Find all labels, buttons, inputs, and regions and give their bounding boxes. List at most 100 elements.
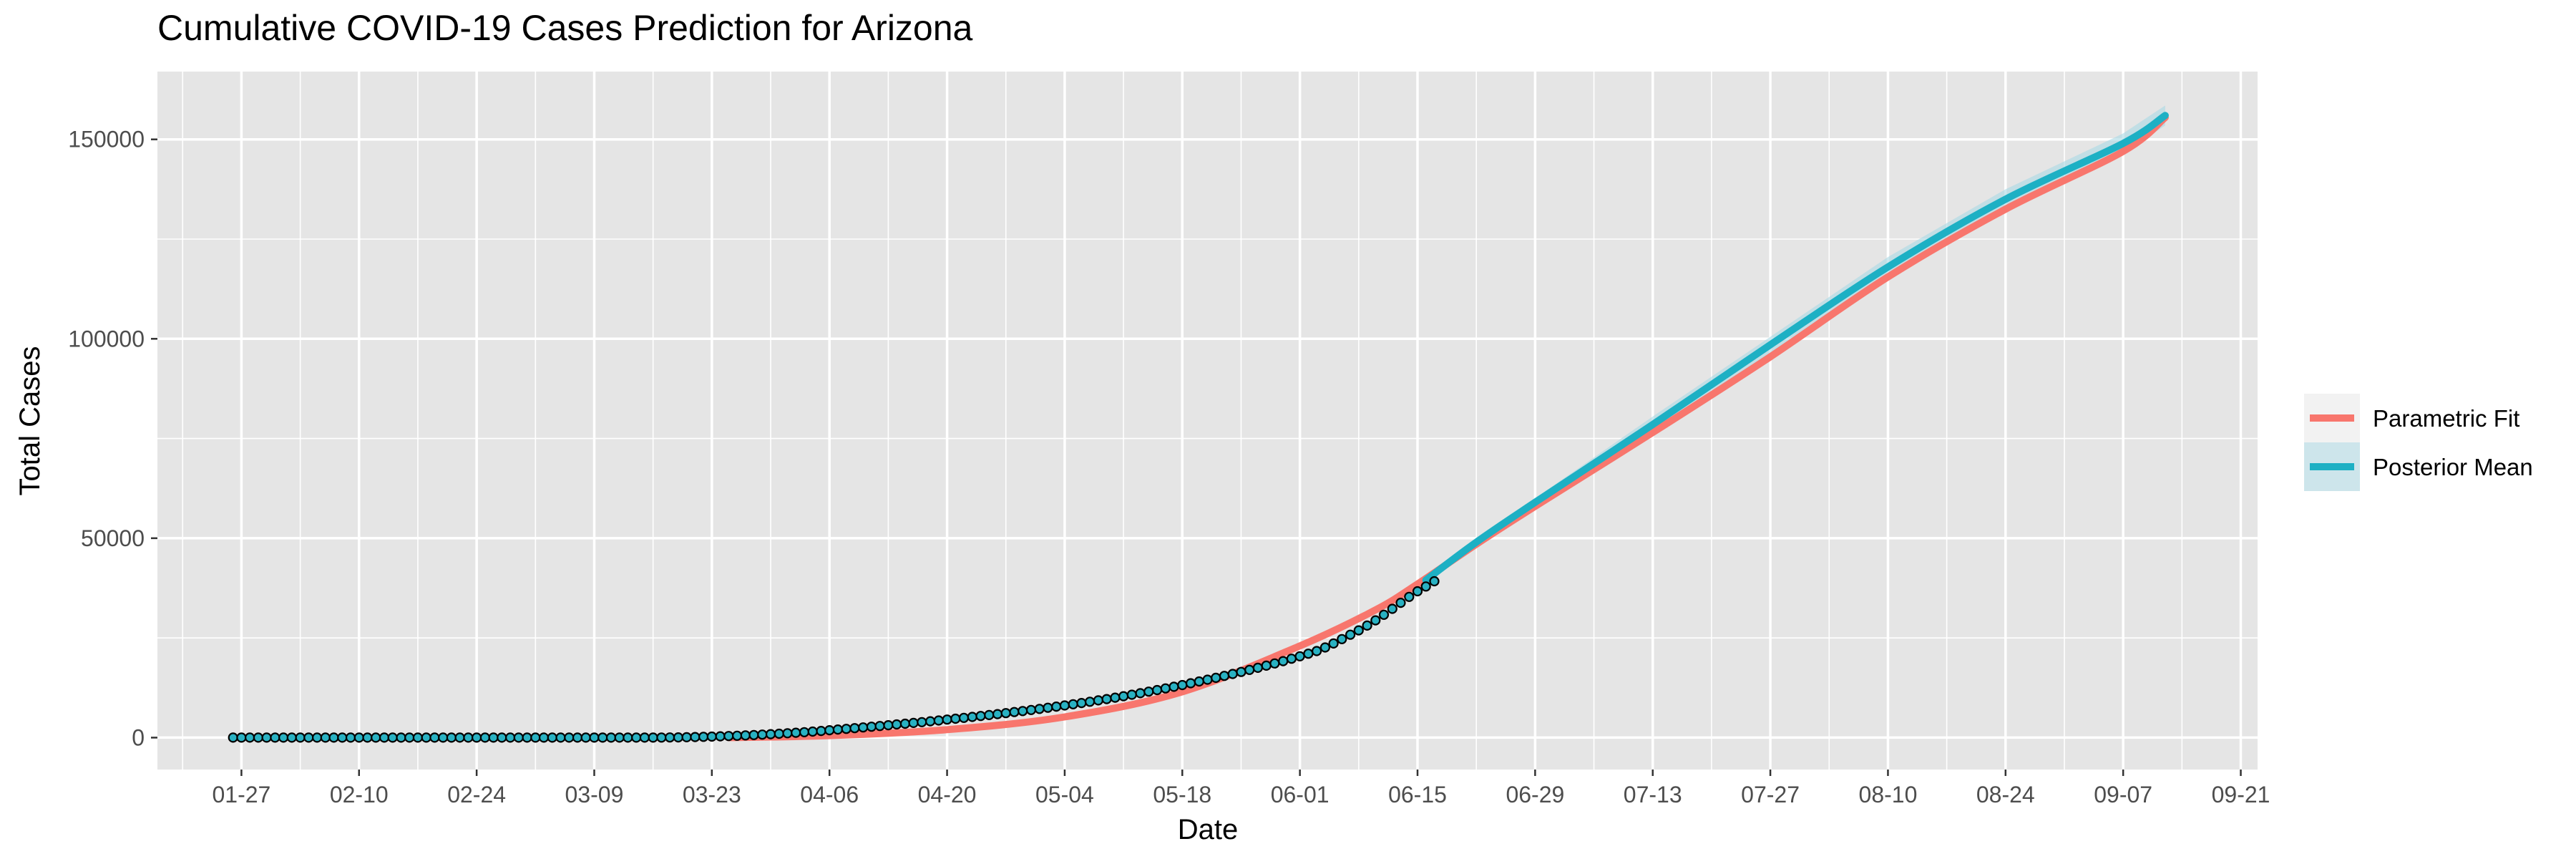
observed-point [312,732,323,743]
x-tick-label: 04-06 [800,782,859,807]
observed-point [270,732,280,743]
observed-point [623,732,633,743]
y-tick-label: 150000 [68,127,145,152]
x-tick-label: 07-13 [1624,782,1682,807]
observed-point [1362,620,1372,631]
observed-point [748,729,759,740]
observed-point [849,723,860,734]
observed-point [731,730,743,741]
observed-point [975,711,986,722]
observed-point [681,732,692,743]
observed-point [236,732,247,743]
observed-point [1337,634,1347,644]
observed-point [841,724,852,734]
observed-point [1110,692,1121,703]
observed-point [1395,597,1406,608]
observed-point [345,732,356,743]
observed-point [1059,700,1070,711]
observed-point [396,732,406,743]
observed-point [765,729,776,739]
observed-point [992,709,1003,719]
observed-point [664,732,675,743]
observed-point [1303,649,1314,659]
observed-point [924,716,936,727]
observed-point [639,732,650,743]
observed-point [371,732,381,743]
observed-point [1126,689,1137,700]
observed-point [438,732,449,743]
observed-point [1244,664,1255,675]
posterior-band-layer [1425,105,2165,581]
observed-point [1177,679,1188,691]
chart-title: Cumulative COVID-19 Cases Prediction for… [157,8,973,48]
observed-point [320,732,331,743]
observed-point [429,732,440,743]
legend-label-posterior-mean: Posterior Mean [2373,454,2533,480]
observed-point [605,732,617,743]
observed-point [580,732,591,743]
observed-point [589,732,600,743]
observed-point [874,721,885,732]
x-axis: 01-27 02-10 02-24 03-09 03-23 04-06 04-20 05-04… [212,770,2270,807]
observed-point [488,732,499,743]
observed-point [530,732,541,743]
observed-point [933,715,944,726]
observed-point [631,732,642,743]
observed-point [1219,671,1230,681]
observed-point [1018,706,1028,717]
observed-point [362,732,373,743]
observed-point [1043,702,1053,713]
legend-label-parametric-fit: Parametric Fit [2373,405,2519,432]
observed-point [824,724,835,736]
x-tick-label: 07-27 [1741,782,1800,807]
observed-point [286,732,297,743]
observed-point [1311,646,1322,656]
observed-point [1319,642,1331,653]
observed-point [1328,638,1339,649]
observed-point [471,732,482,743]
observed-point [614,732,625,743]
observed-point [673,732,684,743]
observed-point [891,719,902,730]
observed-point [858,722,869,733]
observed-point [967,712,977,722]
observed-point [950,713,961,724]
observed-point [1404,591,1415,602]
observed-point [387,732,398,743]
observed-point [1101,694,1112,704]
observed-point [454,732,465,743]
observed-point [1286,654,1297,664]
observed-point [1202,674,1213,685]
observed-point [1185,678,1196,689]
y-tick-label: 0 [132,724,145,750]
observed-point [547,732,557,743]
grid-minor [157,72,2258,770]
observed-point [807,726,818,737]
x-tick-label: 06-15 [1388,782,1447,807]
observed-point [816,725,826,737]
x-tick-label: 04-20 [918,782,977,807]
observed-point [984,709,995,721]
observed-point [1084,697,1096,707]
observed-point [1261,660,1272,671]
observed-point [908,717,919,729]
observed-point [1194,676,1204,687]
observed-point [1278,656,1289,666]
posterior-credible-band [1425,105,2165,581]
observed-point [1160,683,1171,694]
observed-point [1353,625,1364,636]
observed-point [513,732,524,743]
grid-major [157,72,2258,770]
observed-point [1143,686,1154,697]
observed-point [1000,708,1011,719]
observed-point [782,728,793,739]
observed-point [1387,603,1397,614]
observed-point [1151,684,1163,696]
observed-point [1269,658,1280,669]
observed-point [446,732,457,743]
observed-point [723,731,734,742]
observed-point [278,732,289,743]
observed-point [757,729,768,740]
observed-point [253,732,263,743]
observed-point [1093,695,1104,706]
